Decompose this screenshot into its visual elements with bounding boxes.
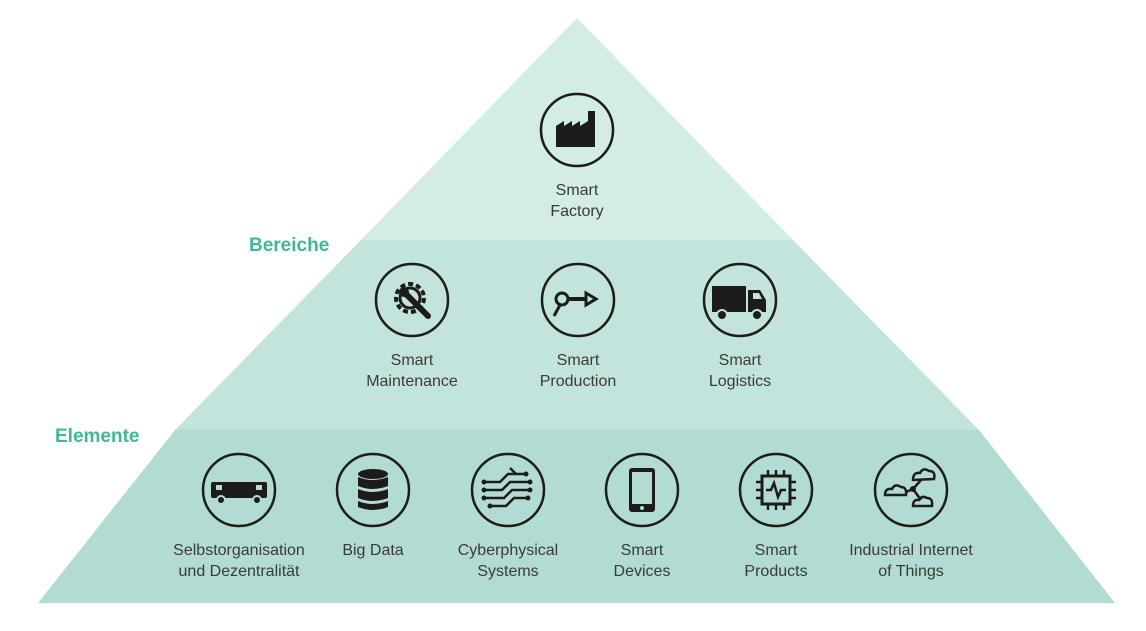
node-smart-factory: Smart Factory <box>492 92 662 222</box>
robot-arm-icon <box>540 262 616 338</box>
node-label-line1: Selbstorganisation <box>173 542 305 559</box>
factory-icon <box>539 92 615 168</box>
autonomous-vehicle-icon <box>201 452 277 528</box>
gear-wrench-icon <box>374 262 450 338</box>
node-label-line2: und Dezentralität <box>178 563 300 580</box>
node-smart-maintenance: Smart Maintenance <box>327 262 497 392</box>
cloud-network-icon <box>873 452 949 528</box>
node-label-line2: Factory <box>550 203 604 220</box>
node-label-line1: Smart <box>620 542 664 559</box>
node-label-line2: Products <box>744 563 808 580</box>
node-label-line1: Big Data <box>342 542 404 559</box>
label-elemente: Elemente <box>55 426 140 447</box>
node-label-line2: of Things <box>878 563 944 580</box>
node-smart-devices: Smart Devices <box>557 452 727 582</box>
node-label-line2: Devices <box>613 563 671 580</box>
node-smart-production: Smart Production <box>493 262 663 392</box>
node-smart-products: Smart Products <box>691 452 861 582</box>
node-label-line1: Smart <box>718 352 762 369</box>
node-label-line1: Cyberphysical <box>457 542 559 559</box>
node-label-line1: Smart <box>556 352 600 369</box>
tablet-icon <box>604 452 680 528</box>
circuit-icon <box>470 452 546 528</box>
node-label-line2: Systems <box>477 563 539 580</box>
truck-icon <box>702 262 778 338</box>
database-icon <box>335 452 411 528</box>
node-smart-logistics: Smart Logistics <box>655 262 825 392</box>
node-label-line1: Smart <box>754 542 798 559</box>
node-label-line1: Smart <box>555 182 599 199</box>
label-bereiche: Bereiche <box>249 235 330 256</box>
node-label-line1: Industrial Internet <box>849 542 973 559</box>
node-industrial-iot: Industrial Internet of Things <box>826 452 996 582</box>
node-selbstorganisation: Selbstorganisation und Dezentralität <box>154 452 324 582</box>
node-cyberphysical-systems: Cyberphysical Systems <box>423 452 593 582</box>
node-label-line2: Maintenance <box>366 373 458 390</box>
node-big-data: Big Data <box>288 452 458 561</box>
node-label-line1: Smart <box>390 352 434 369</box>
chip-icon <box>738 452 814 528</box>
node-label-line2: Production <box>539 373 617 390</box>
pyramid-tier-bottom <box>38 430 1115 603</box>
node-label-line2: Logistics <box>708 373 772 390</box>
